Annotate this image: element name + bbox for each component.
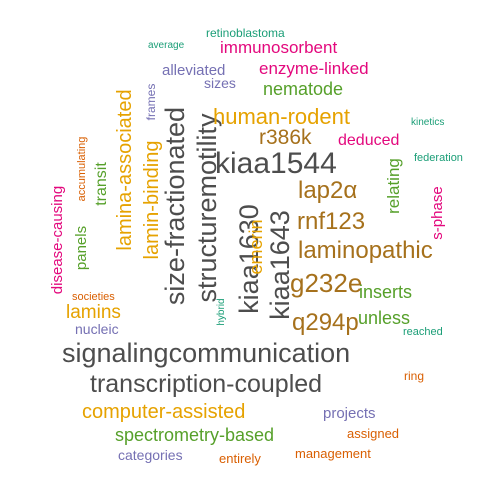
word-12: r386k [259, 126, 312, 149]
word-20: spectrometry-based [115, 425, 274, 445]
word-35: projects [323, 405, 376, 422]
word-44: societies [72, 291, 115, 303]
word-1: transcription-coupled [90, 370, 322, 398]
word-2: size-fractionated [160, 107, 190, 305]
word-24: transit [93, 162, 110, 206]
word-7: laminopathic [298, 237, 433, 264]
word-28: deduced [338, 132, 399, 149]
word-17: computer-assisted [82, 401, 245, 423]
word-16: emerin [246, 219, 266, 274]
word-14: lamina-associated [114, 89, 136, 250]
word-42: reached [403, 326, 443, 338]
word-38: average [148, 40, 185, 51]
word-3: structuremotility [192, 113, 222, 303]
word-40: federation [414, 152, 463, 164]
word-47: management [295, 446, 371, 461]
word-13: human-rodent [213, 104, 350, 129]
word-45: ring [404, 369, 424, 383]
word-43: accumulating [76, 137, 88, 202]
word-32: sizes [204, 75, 236, 91]
word-34: nucleic [75, 321, 119, 337]
word-21: inserts [359, 282, 412, 302]
word-25: panels [73, 226, 90, 270]
word-6: kiaa1643 [265, 210, 295, 320]
word-22: unless [358, 308, 410, 328]
word-46: assigned [347, 426, 399, 441]
word-23: relating [384, 158, 403, 214]
word-27: enzyme-linked [259, 59, 369, 78]
word-19: nematode [263, 79, 343, 99]
word-11: lap2α [298, 177, 357, 204]
word-31: alleviated [162, 62, 225, 79]
word-5: kiaa1630 [234, 204, 264, 314]
word-10: rnf123 [297, 208, 365, 235]
word-0: signalingcommunication [62, 338, 350, 368]
word-15: lamin-binding [141, 141, 163, 260]
word-30: s-phase [429, 186, 446, 239]
word-18: lamins [66, 302, 121, 323]
word-41: hybrid [216, 298, 227, 325]
word-48: entirely [219, 451, 261, 466]
word-36: categories [118, 447, 183, 463]
word-39: kinetics [411, 117, 444, 128]
word-29: disease-causing [49, 186, 66, 294]
word-4: kiaa1544 [215, 147, 337, 180]
word-26: immunosorbent [220, 38, 337, 57]
word-37: retinoblastoma [206, 26, 285, 40]
word-8: g232e [290, 268, 362, 298]
word-33: frames [144, 84, 158, 121]
word-9: q294p [292, 309, 359, 336]
